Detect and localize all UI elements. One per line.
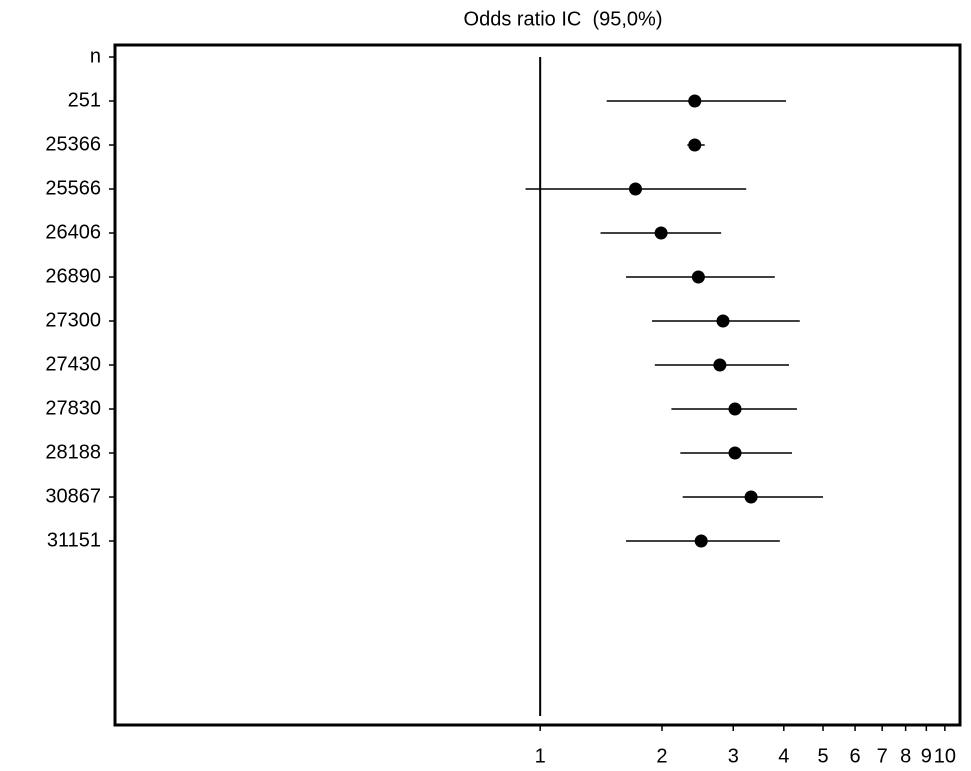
point-estimate bbox=[628, 182, 642, 196]
x-tick-label: 6 bbox=[850, 745, 861, 767]
x-tick-label: 5 bbox=[817, 745, 828, 767]
x-tick-label: 10 bbox=[934, 745, 956, 767]
x-tick-label: 4 bbox=[778, 745, 789, 767]
point-estimate bbox=[728, 402, 742, 416]
point-estimate bbox=[688, 138, 702, 152]
point-estimate bbox=[694, 534, 708, 548]
point-estimate bbox=[688, 94, 702, 108]
point-estimate bbox=[744, 490, 758, 504]
y-tick-label: 25566 bbox=[45, 177, 101, 199]
point-estimate bbox=[716, 314, 730, 328]
y-tick-label: n bbox=[90, 45, 101, 67]
x-tick-label: 8 bbox=[900, 745, 911, 767]
y-tick-label: 27300 bbox=[45, 309, 101, 331]
y-tick-label: 26406 bbox=[45, 221, 101, 243]
x-tick-label: 2 bbox=[656, 745, 667, 767]
y-tick-label: 28188 bbox=[45, 441, 101, 463]
y-tick-label: 30867 bbox=[45, 485, 101, 507]
y-tick-label: 31151 bbox=[47, 529, 101, 551]
point-estimate bbox=[728, 446, 742, 460]
y-tick-label: 27830 bbox=[45, 397, 101, 419]
y-tick-label: 27430 bbox=[45, 353, 101, 375]
y-tick-label: 251 bbox=[68, 89, 101, 111]
point-estimate bbox=[691, 270, 705, 284]
x-tick-label: 1 bbox=[535, 745, 546, 767]
point-estimate bbox=[654, 226, 668, 240]
y-tick-label: 26890 bbox=[45, 265, 101, 287]
point-estimate bbox=[713, 358, 727, 372]
plot-frame bbox=[113, 43, 962, 727]
x-tick-label: 7 bbox=[877, 745, 888, 767]
chart-title: Odds ratio IC (95,0%) bbox=[464, 8, 663, 30]
x-tick-label: 9 bbox=[921, 745, 932, 767]
x-tick-label: 3 bbox=[728, 745, 739, 767]
y-tick-label: 25366 bbox=[45, 133, 101, 155]
